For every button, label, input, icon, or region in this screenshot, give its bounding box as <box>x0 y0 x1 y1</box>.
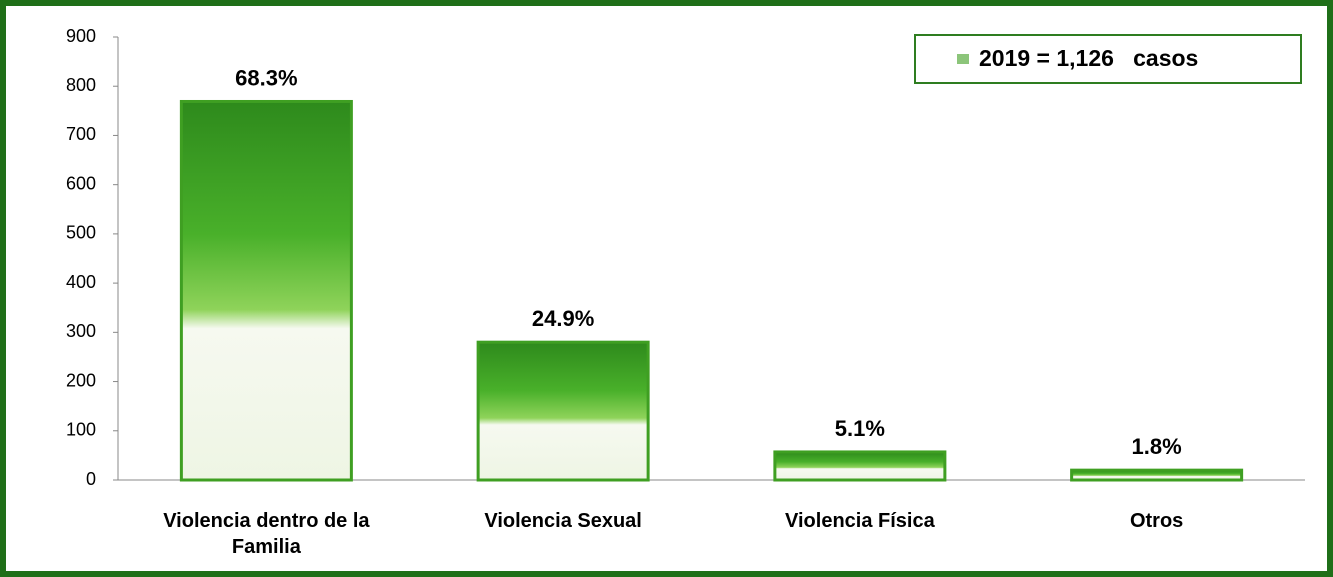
legend-label: 2019 = 1,126 casos <box>979 45 1198 71</box>
x-tick-label: Otros <box>1032 508 1282 534</box>
legend-swatch <box>957 54 969 64</box>
y-tick-label: 700 <box>66 124 96 144</box>
y-tick-label: 900 <box>66 26 96 46</box>
bar <box>775 452 945 480</box>
value-label: 1.8% <box>1132 434 1182 459</box>
x-tick-label: Violencia dentro de la Familia <box>141 508 391 560</box>
y-tick-label: 200 <box>66 370 96 390</box>
chart: 0 100 200 300 400 500 600 700 800 900 68.3% 24.9% 5.… <box>6 6 1327 571</box>
bar <box>181 101 351 480</box>
chart-frame: 0 100 200 300 400 500 600 700 800 900 68.3% 24.9% 5.… <box>0 0 1333 577</box>
y-tick-label: 800 <box>66 75 96 95</box>
value-label: 5.1% <box>835 416 885 441</box>
y-tick-label: 0 <box>86 469 96 489</box>
y-tick-label: 100 <box>66 420 96 440</box>
bar <box>478 342 648 480</box>
y-tick-label: 500 <box>66 223 96 243</box>
bar <box>1072 470 1242 480</box>
value-label: 24.9% <box>532 306 594 331</box>
x-tick-label: Violencia Sexual <box>438 508 688 534</box>
x-tick-label: Violencia Física <box>735 508 985 534</box>
y-tick-label: 600 <box>66 173 96 193</box>
y-tick-label: 300 <box>66 321 96 341</box>
value-label: 68.3% <box>235 65 297 90</box>
y-tick-label: 400 <box>66 272 96 292</box>
